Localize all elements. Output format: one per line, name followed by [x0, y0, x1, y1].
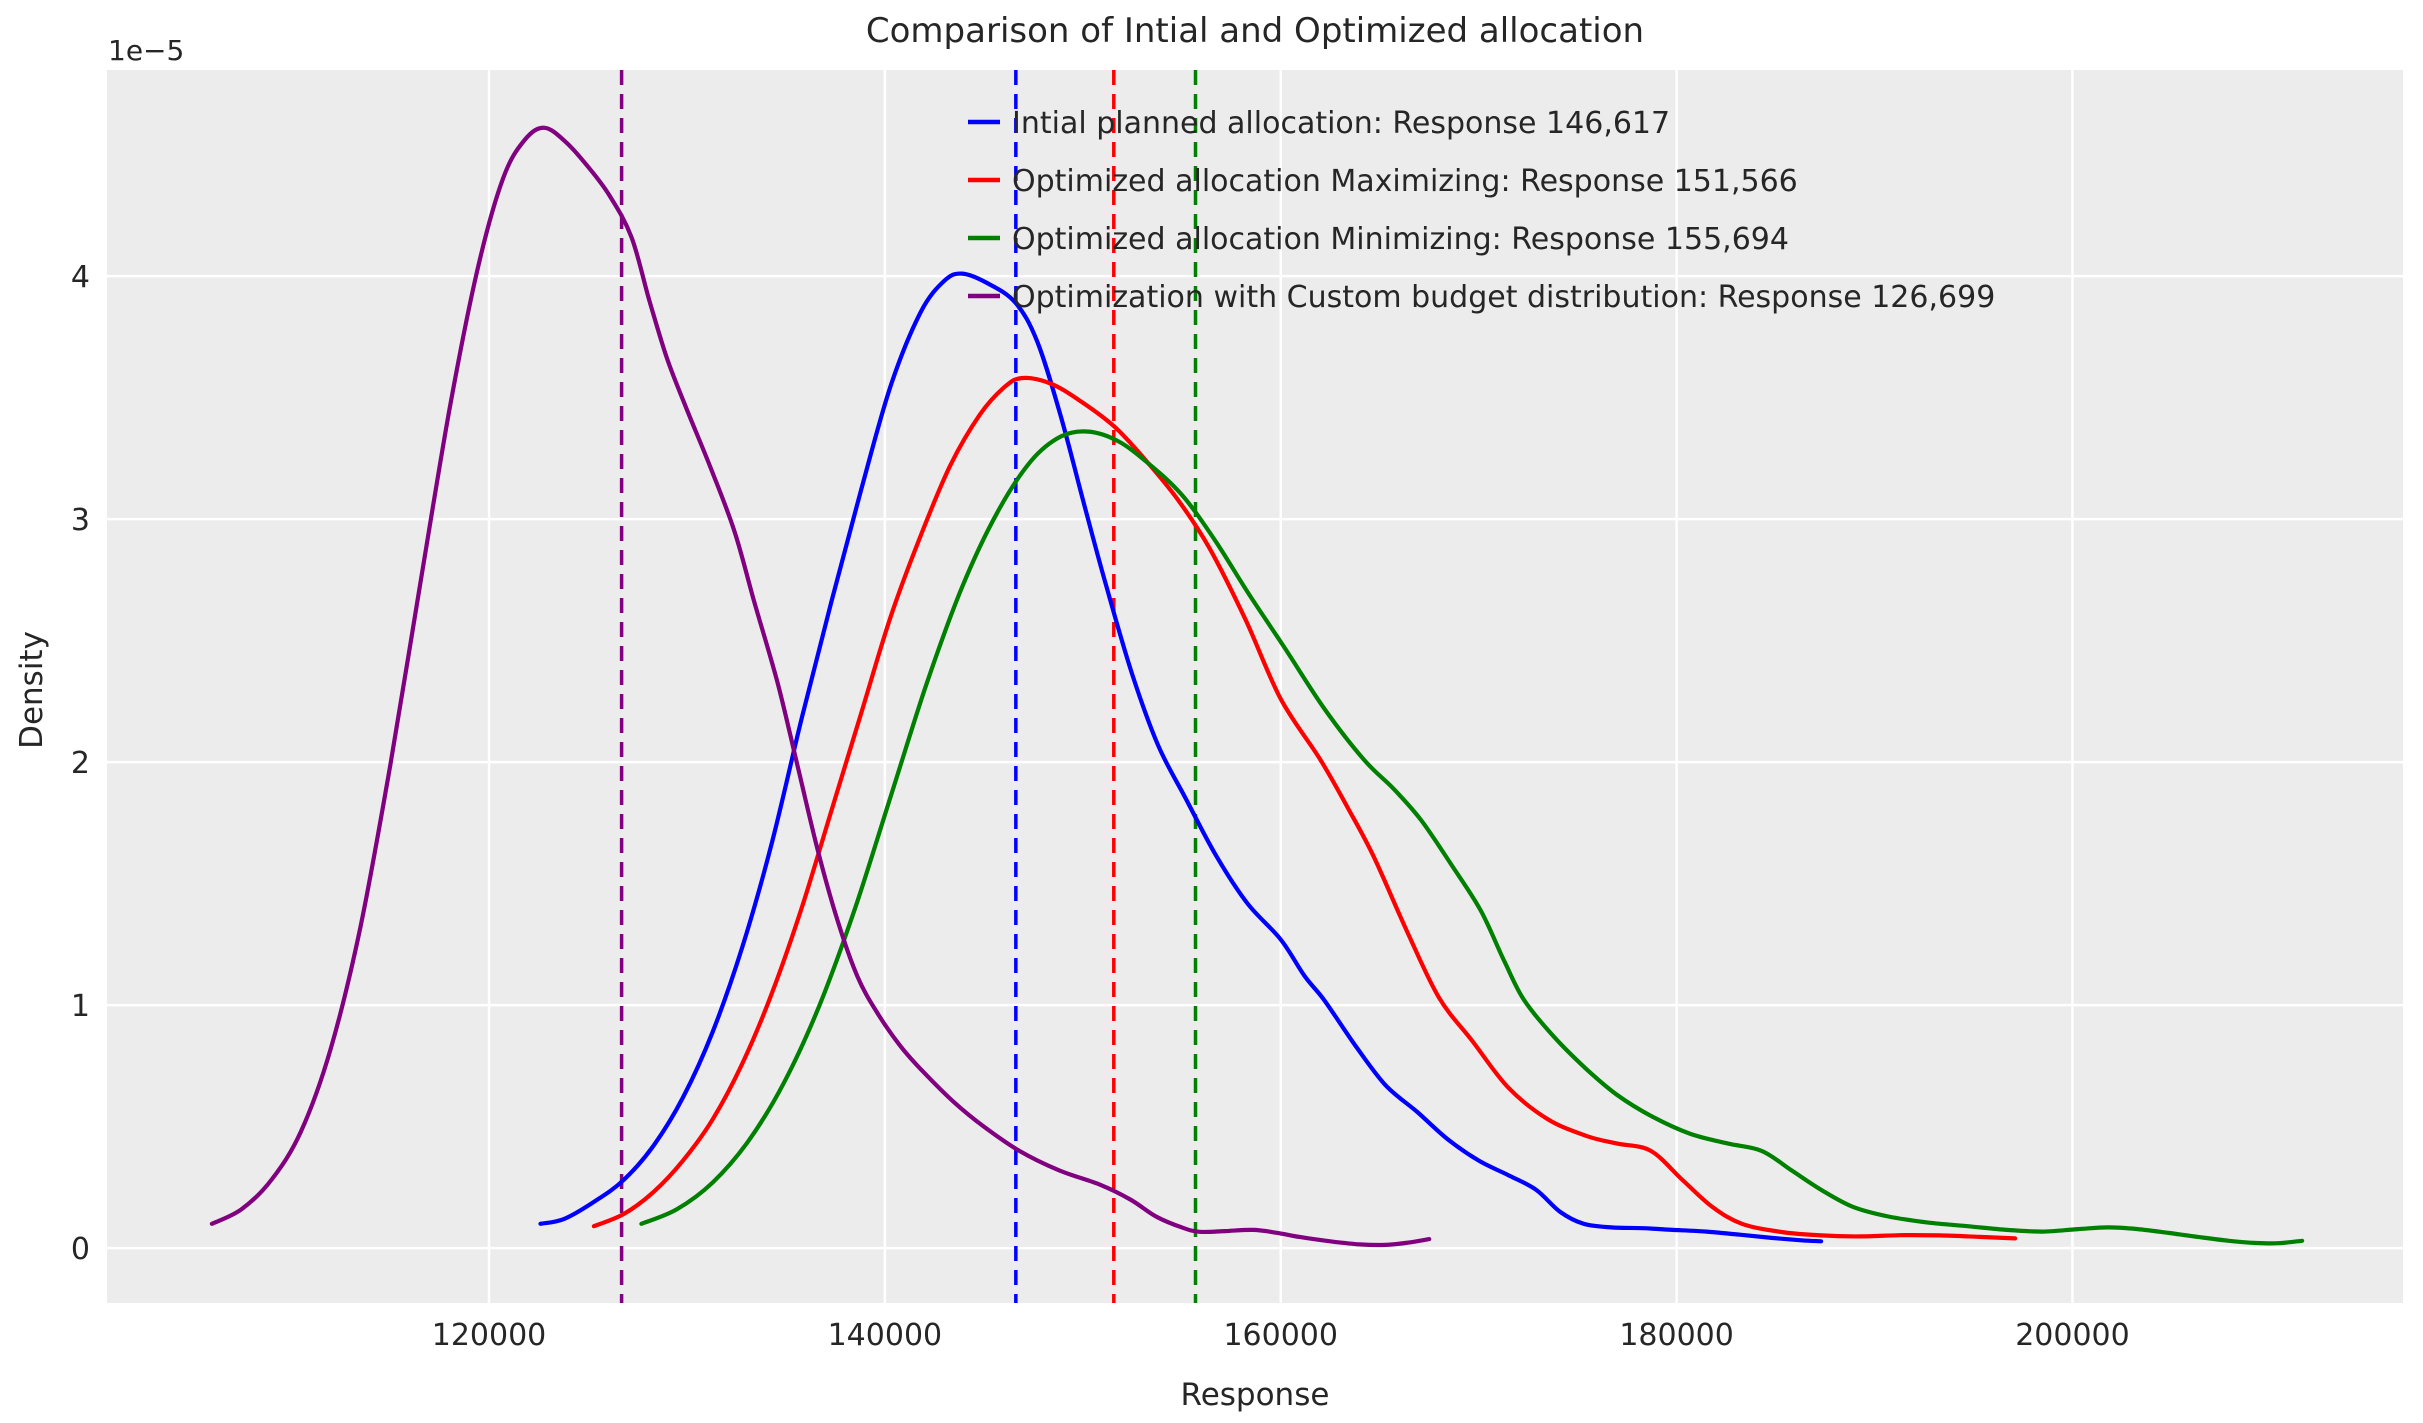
x-axis-label: Response — [1181, 1377, 1330, 1413]
x-tick-160000: 160000 — [1223, 1318, 1338, 1353]
legend-label-minimizing: Optimized allocation Minimizing: Respons… — [1012, 222, 1789, 257]
legend-entry-initial: Intial planned allocation: Response 146,… — [968, 106, 1670, 141]
x-tick-200000: 200000 — [2015, 1318, 2130, 1353]
x-axis-tick-labels: 120000 140000 160000 180000 200000 — [432, 1318, 2130, 1353]
chart-title: Comparison of Intial and Optimized alloc… — [866, 11, 1644, 51]
mean-dashed-lines — [619, 70, 1198, 1303]
y-axis-offset-label: 1e−5 — [108, 34, 184, 67]
legend-entry-maximizing: Optimized allocation Maximizing: Respons… — [968, 164, 1798, 199]
kde-curve-1 — [591, 375, 2018, 1241]
kde-curve-2 — [639, 429, 2305, 1246]
x-tick-180000: 180000 — [1619, 1318, 1734, 1353]
y-tick-0: 0 — [71, 1232, 90, 1267]
y-tick-2: 2 — [71, 746, 90, 781]
kde-curve-0 — [538, 271, 1824, 1244]
x-tick-120000: 120000 — [432, 1318, 547, 1353]
kde-curve-3 — [209, 125, 1432, 1248]
kde-curves — [209, 125, 2305, 1248]
legend-entry-custom-budget: Optimization with Custom budget distribu… — [968, 280, 1995, 315]
y-axis-tick-labels: 0 1 2 3 4 — [71, 260, 90, 1267]
gridlines — [107, 70, 2403, 1303]
legend-entry-minimizing: Optimized allocation Minimizing: Respons… — [968, 222, 1789, 257]
legend-label-initial: Intial planned allocation: Response 146,… — [1012, 106, 1670, 141]
legend-label-custom-budget: Optimization with Custom budget distribu… — [1012, 280, 1995, 315]
legend: Intial planned allocation: Response 146,… — [968, 106, 1995, 315]
x-tick-140000: 140000 — [828, 1318, 943, 1353]
y-tick-1: 1 — [71, 989, 90, 1024]
y-tick-4: 4 — [71, 260, 90, 295]
y-axis-label: Density — [14, 631, 50, 749]
legend-label-maximizing: Optimized allocation Maximizing: Respons… — [1012, 164, 1798, 199]
y-tick-3: 3 — [71, 503, 90, 538]
